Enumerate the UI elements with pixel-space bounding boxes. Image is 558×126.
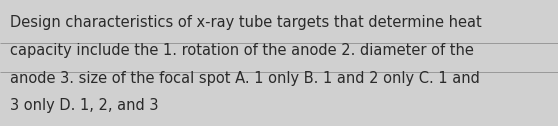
Text: Design characteristics of x-ray tube targets that determine heat: Design characteristics of x-ray tube tar… [10, 15, 482, 30]
Text: capacity include the 1. rotation of the anode 2. diameter of the: capacity include the 1. rotation of the … [10, 43, 474, 58]
Text: anode 3. size of the focal spot A. 1 only B. 1 and 2 only C. 1 and: anode 3. size of the focal spot A. 1 onl… [10, 71, 480, 86]
Text: 3 only D. 1, 2, and 3: 3 only D. 1, 2, and 3 [10, 98, 158, 113]
